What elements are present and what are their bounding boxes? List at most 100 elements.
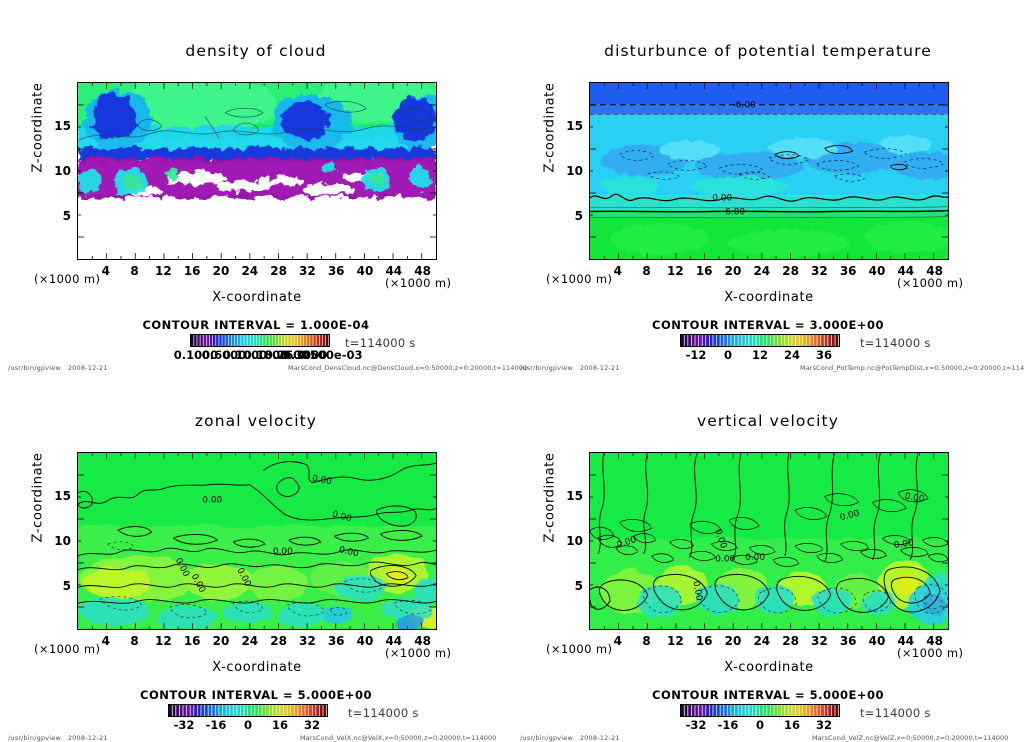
y-tick: 10 xyxy=(566,534,583,548)
footer-source: MarsCond_VelZ.nc@VelZ,x=0:50000,z=0:2000… xyxy=(812,734,1009,742)
colorbar-tick-labels: -32 -16 0 16 32 xyxy=(168,718,328,732)
colorbar-tick: 16 xyxy=(271,718,289,732)
x-tick: 24 xyxy=(241,634,259,648)
x-tick: 24 xyxy=(241,264,259,278)
contour-label: 6.00 xyxy=(725,208,745,218)
timestamp-label: t=114000 s xyxy=(860,336,931,350)
footer-program: /usr/bin/gpview 2008-12-21 xyxy=(520,364,620,372)
contour-label: 0.00 xyxy=(273,547,293,557)
colorbar[interactable] xyxy=(680,334,840,347)
y-axis-unit: (×1000 m) xyxy=(546,272,613,286)
colorbar-tick: 0.2600 xyxy=(264,348,310,362)
y-tick-labels: 15 10 5 xyxy=(45,82,71,260)
y-tick: 5 xyxy=(574,209,583,223)
y-tick-labels: 15 10 5 xyxy=(557,82,583,260)
y-axis-unit: (×1000 m) xyxy=(34,642,101,656)
contour-label: 0.00 xyxy=(311,474,333,488)
colorbar[interactable] xyxy=(680,704,840,717)
panel-title: disturbunce of potential temperature xyxy=(604,42,932,60)
plot-area-zonal-velocity[interactable]: 0.00 0.00 0.00 0.00 0.00 0.00 0.00 0.00 xyxy=(77,452,437,630)
footer-program: /usr/bin/gpview 2008-12-21 xyxy=(520,734,620,742)
x-axis-unit: (×1000 m) xyxy=(897,646,964,660)
x-tick: 20 xyxy=(212,264,230,278)
panel-density-of-cloud: density of cloud xyxy=(0,0,527,372)
colorbar-tick: 0.1800 xyxy=(243,348,289,362)
colorbar-tick: -32 xyxy=(173,718,195,732)
x-tick: 40 xyxy=(868,634,886,648)
x-tick: 4 xyxy=(101,264,110,278)
colorbar-tick: 16 xyxy=(783,718,801,732)
x-tick: 8 xyxy=(642,264,651,278)
x-tick: 20 xyxy=(724,264,742,278)
y-tick: 15 xyxy=(566,489,583,503)
panel-vertical-velocity: vertical velocity xyxy=(512,370,1024,742)
y-tick: 15 xyxy=(566,119,583,133)
x-tick: 12 xyxy=(155,634,172,648)
x-tick: 12 xyxy=(667,264,684,278)
x-tick: 48 xyxy=(414,634,431,648)
y-tick: 5 xyxy=(574,579,583,593)
colorbar-tick: 0 xyxy=(243,718,253,732)
x-tick: 44 xyxy=(897,634,915,648)
x-tick: 40 xyxy=(356,264,374,278)
plot-area-disturbunce-of-potential-temperature[interactable]: -6.00 0.00 6.00 xyxy=(589,82,949,260)
colorbar-tick: -16 xyxy=(717,718,739,732)
x-tick: 36 xyxy=(839,634,857,648)
x-axis-unit: (×1000 m) xyxy=(897,276,964,290)
x-tick-labels: 4 8 12 16 20 24 28 32 36 40 44 48 xyxy=(589,264,949,280)
y-tick-labels: 15 10 5 xyxy=(45,452,71,630)
contour-label: 0.00 xyxy=(715,555,735,565)
x-tick: 8 xyxy=(642,634,651,648)
x-tick: 24 xyxy=(753,264,771,278)
x-tick-labels: 4 8 12 16 20 24 28 32 36 40 44 48 xyxy=(77,634,437,650)
plot-area-density-of-cloud[interactable] xyxy=(77,82,437,260)
x-tick: 32 xyxy=(299,634,316,648)
x-axis-label: X-coordinate xyxy=(724,660,814,675)
colorbar-tick: 36 xyxy=(815,348,833,362)
timestamp-label: t=114000 s xyxy=(860,706,931,720)
y-tick-labels: 15 10 5 xyxy=(557,452,583,630)
x-axis-label: X-coordinate xyxy=(212,290,302,305)
x-tick: 12 xyxy=(155,264,172,278)
footer-program: /usr/bin/gpview 2008-12-21 xyxy=(8,364,108,372)
y-axis-unit: (×1000 m) xyxy=(34,272,101,286)
x-tick: 16 xyxy=(183,634,201,648)
contour-label: 0.00 xyxy=(893,538,914,551)
y-tick: 5 xyxy=(62,579,71,593)
colorbar-tick: 32 xyxy=(815,718,833,732)
y-tick: 10 xyxy=(54,534,71,548)
contour-label: 0.00 xyxy=(690,580,703,602)
colorbar-tick: 24 xyxy=(783,348,801,362)
x-tick: 4 xyxy=(613,634,622,648)
colorbar[interactable] xyxy=(190,334,330,347)
x-tick: 44 xyxy=(897,264,915,278)
contour-interval-label: CONTOUR INTERVAL = 3.000E+00 xyxy=(652,318,884,332)
colorbar-tick: -12 xyxy=(685,348,707,362)
x-tick: 40 xyxy=(868,264,886,278)
panel-title: zonal velocity xyxy=(194,412,318,430)
x-tick: 16 xyxy=(695,634,713,648)
colorbar[interactable] xyxy=(168,704,328,717)
x-tick: 44 xyxy=(385,634,403,648)
x-tick: 36 xyxy=(839,264,857,278)
x-tick: 20 xyxy=(724,634,742,648)
colorbar-tick: -32 xyxy=(685,718,707,732)
x-tick: 16 xyxy=(183,264,201,278)
x-tick: 12 xyxy=(667,634,684,648)
footer-program: /usr/bin/gpview 2008-12-21 xyxy=(8,734,108,742)
x-tick: 48 xyxy=(926,634,943,648)
y-axis-label: Z-coordinate xyxy=(542,82,558,173)
plot-area-vertical-velocity[interactable]: 0.00 0.00 0.00 0.00 0.00 0.00 0.00 0.00 xyxy=(589,452,949,630)
timestamp-label: t=114000 s xyxy=(348,706,419,720)
x-tick-labels: 4 8 12 16 20 24 28 32 36 40 44 48 xyxy=(77,264,437,280)
colorbar-tick-labels: -32 -16 0 16 32 xyxy=(680,718,840,732)
footer-source: MarsCond_PotTemp.nc@PotTempDist,x=0:5000… xyxy=(800,364,1024,372)
x-tick: 28 xyxy=(270,634,287,648)
colorbar-tick: 0.1000 xyxy=(173,348,219,362)
x-axis-label: X-coordinate xyxy=(724,290,814,305)
contour-label: 0.00 xyxy=(904,492,926,505)
y-tick: 10 xyxy=(54,164,71,178)
contour-label: 0.00 xyxy=(745,553,765,563)
x-tick: 8 xyxy=(130,634,139,648)
x-tick: 20 xyxy=(212,634,230,648)
